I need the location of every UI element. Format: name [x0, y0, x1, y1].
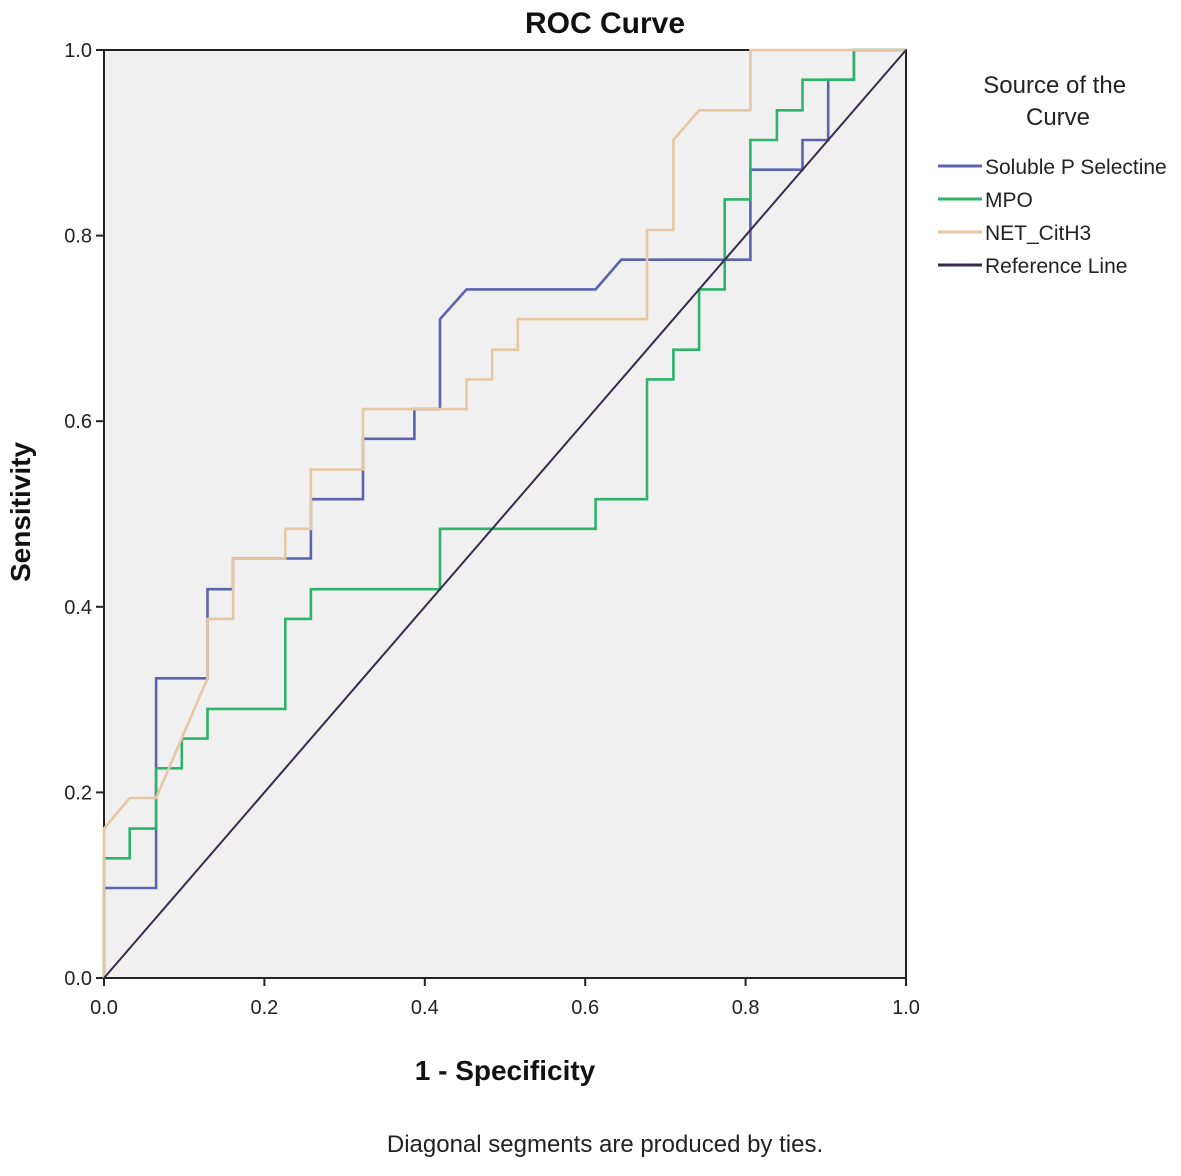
- legend-items: Soluble P Selectine MPO NET_CitH3 Reference…: [938, 156, 1167, 278]
- legend-label-net-cith3: NET_CitH3: [985, 222, 1091, 245]
- y-tick-label: 0.6: [64, 411, 92, 433]
- series-line-net-cith3: [102, 48, 906, 978]
- footnote: Diagonal segments are produced by ties.: [387, 1131, 823, 1158]
- x-axis-title: 1 - Specificity: [415, 1055, 596, 1086]
- legend-label-mpo: MPO: [985, 189, 1033, 212]
- series-line-reference-line: [103, 49, 907, 979]
- x-tick-label: 0.4: [411, 997, 439, 1019]
- x-axis-ticks: 0.0 0.2 0.4 0.6 0.8 1.0: [90, 978, 920, 1019]
- x-tick-label: 0.0: [90, 997, 118, 1019]
- x-tick-label: 1.0: [892, 997, 920, 1019]
- x-tick-label: 0.2: [250, 997, 278, 1019]
- y-axis-title: Sensitivity: [5, 442, 36, 582]
- y-tick-label: 0.0: [64, 968, 92, 990]
- series-layer: [102, 48, 907, 979]
- y-tick-label: 1.0: [64, 40, 92, 62]
- y-axis-ticks: 0.0 0.2 0.4 0.6 0.8 1.0: [64, 40, 104, 990]
- legend-label-reference-line: Reference Line: [985, 255, 1127, 278]
- legend: Source of the Curve Soluble P Selectine M…: [938, 72, 1167, 278]
- y-tick-label: 0.4: [64, 597, 92, 619]
- x-tick-label: 0.6: [571, 997, 599, 1019]
- legend-label-soluble-p-selectine: Soluble P Selectine: [985, 156, 1167, 179]
- y-tick-label: 0.2: [64, 782, 92, 804]
- chart-title: ROC Curve: [525, 7, 685, 40]
- x-tick-label: 0.8: [732, 997, 760, 1019]
- legend-title: Source of the Curve: [983, 72, 1132, 131]
- y-tick-label: 0.8: [64, 226, 92, 248]
- series-line-mpo: [102, 48, 906, 978]
